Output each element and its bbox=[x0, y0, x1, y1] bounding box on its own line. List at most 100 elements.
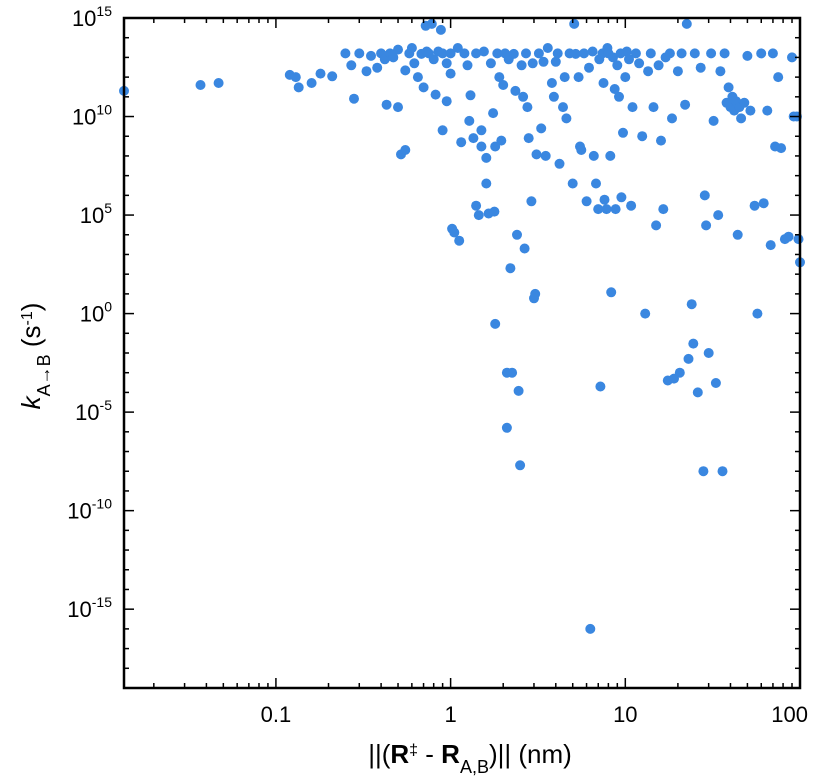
data-point bbox=[626, 200, 637, 211]
data-point bbox=[546, 78, 557, 88]
data-point bbox=[627, 102, 638, 113]
data-point bbox=[593, 204, 604, 215]
data-point bbox=[699, 190, 710, 201]
data-point bbox=[681, 18, 692, 29]
data-point bbox=[653, 60, 664, 71]
data-point bbox=[527, 58, 538, 69]
data-point bbox=[449, 227, 460, 238]
data-point bbox=[361, 66, 372, 77]
data-point bbox=[426, 18, 437, 29]
data-point bbox=[601, 204, 612, 215]
y-tick-label: 10-10 bbox=[67, 496, 112, 524]
data-point bbox=[610, 204, 621, 215]
data-point bbox=[490, 318, 501, 329]
data-point bbox=[683, 353, 694, 364]
data-point bbox=[758, 198, 769, 209]
data-point bbox=[745, 105, 756, 116]
data-point bbox=[584, 62, 594, 73]
data-point bbox=[710, 378, 721, 388]
data-point bbox=[476, 141, 487, 152]
data-point bbox=[793, 234, 804, 245]
data-point bbox=[430, 89, 441, 100]
data-point bbox=[569, 18, 580, 29]
data-point bbox=[349, 93, 359, 104]
y-tick-label: 1015 bbox=[72, 3, 112, 31]
data-point bbox=[445, 48, 456, 59]
y-tick-label: 10-15 bbox=[67, 594, 112, 622]
x-tick-label: 100 bbox=[771, 702, 808, 727]
data-point bbox=[752, 308, 763, 319]
data-point bbox=[445, 68, 456, 79]
data-point bbox=[542, 43, 553, 53]
data-point bbox=[468, 133, 479, 144]
data-point bbox=[526, 196, 537, 207]
data-point bbox=[459, 48, 470, 59]
data-point bbox=[533, 48, 544, 59]
data-point bbox=[538, 56, 549, 67]
data-point bbox=[521, 48, 531, 59]
data-point bbox=[441, 96, 452, 107]
data-point bbox=[437, 48, 448, 59]
data-point bbox=[686, 299, 697, 310]
data-point bbox=[739, 97, 750, 108]
data-point bbox=[400, 65, 411, 76]
y-axis-ticks: 1015 1010 105 100 10-5 10-10 10-15 bbox=[67, 3, 800, 689]
data-point bbox=[688, 338, 699, 349]
data-point bbox=[515, 460, 526, 471]
data-point bbox=[481, 178, 492, 189]
data-point bbox=[540, 150, 551, 161]
data-point bbox=[522, 102, 533, 113]
data-point bbox=[456, 137, 467, 148]
data-point bbox=[501, 422, 512, 433]
data-point bbox=[494, 72, 505, 83]
data-point bbox=[581, 196, 592, 207]
data-point bbox=[531, 149, 542, 160]
data-point bbox=[703, 348, 714, 358]
data-point bbox=[674, 367, 685, 378]
data-point bbox=[656, 135, 666, 146]
data-point bbox=[388, 52, 399, 63]
data-point bbox=[767, 48, 778, 59]
data-point bbox=[736, 113, 747, 124]
data-point bbox=[576, 145, 587, 155]
data-point bbox=[756, 48, 767, 59]
y-tick-label: 105 bbox=[80, 200, 112, 228]
data-point bbox=[418, 82, 429, 93]
data-point bbox=[381, 99, 392, 110]
data-point bbox=[372, 62, 383, 73]
y-tick-label: 1010 bbox=[72, 102, 112, 130]
data-point bbox=[624, 54, 634, 65]
x-tick-label: 10 bbox=[613, 702, 637, 727]
data-point bbox=[723, 82, 734, 93]
data-point bbox=[516, 60, 527, 71]
data-point bbox=[587, 46, 598, 57]
data-point bbox=[406, 43, 417, 53]
data-point bbox=[762, 105, 773, 116]
data-point bbox=[695, 62, 706, 73]
data-point bbox=[393, 44, 403, 55]
data-point bbox=[536, 123, 547, 134]
data-point bbox=[689, 48, 700, 59]
data-point bbox=[651, 220, 662, 231]
data-point bbox=[776, 143, 787, 154]
data-point bbox=[620, 72, 631, 83]
data-point bbox=[393, 102, 403, 113]
data-point bbox=[290, 72, 301, 83]
data-point bbox=[481, 152, 492, 163]
data-point bbox=[643, 66, 654, 77]
data-point bbox=[630, 48, 641, 59]
data-point bbox=[698, 466, 709, 477]
data-point bbox=[645, 48, 656, 59]
data-point bbox=[713, 210, 724, 221]
data-point bbox=[634, 58, 645, 69]
data-point bbox=[715, 66, 726, 77]
data-point bbox=[667, 113, 677, 124]
x-tick-label: 0.1 bbox=[261, 702, 292, 727]
data-point bbox=[605, 150, 616, 161]
x-axis-label: ||(R‡ - RA,B)|| (nm) bbox=[368, 739, 572, 777]
data-point bbox=[496, 135, 507, 146]
data-point bbox=[692, 387, 703, 398]
data-point bbox=[559, 72, 570, 83]
data-point bbox=[530, 288, 541, 299]
data-point bbox=[366, 50, 376, 61]
